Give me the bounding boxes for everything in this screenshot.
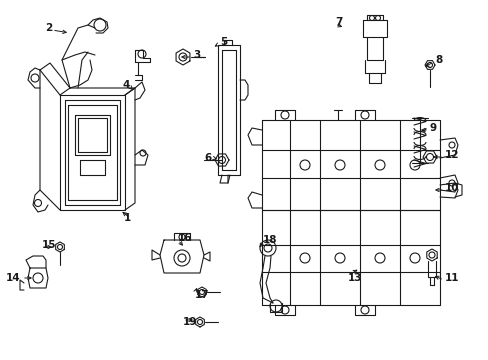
Text: 9: 9	[429, 123, 436, 133]
Text: 16: 16	[178, 233, 192, 243]
Text: 6: 6	[204, 153, 212, 163]
Text: 15: 15	[42, 240, 57, 250]
Text: 7: 7	[334, 17, 342, 27]
Text: 1: 1	[123, 213, 131, 223]
Text: 3: 3	[193, 50, 200, 60]
Text: 18: 18	[263, 235, 277, 245]
Text: 10: 10	[444, 183, 459, 193]
Text: 4: 4	[122, 80, 130, 90]
Text: 5: 5	[220, 37, 227, 47]
Text: 13: 13	[347, 273, 362, 283]
Text: 12: 12	[444, 150, 459, 160]
Text: 11: 11	[444, 273, 459, 283]
Text: 19: 19	[183, 317, 197, 327]
Text: 2: 2	[45, 23, 52, 33]
Text: 17: 17	[195, 290, 209, 300]
Text: 14: 14	[5, 273, 20, 283]
Text: 8: 8	[434, 55, 441, 65]
